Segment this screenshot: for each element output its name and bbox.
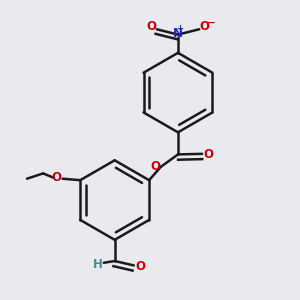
Text: O: O — [135, 260, 145, 273]
Text: O: O — [52, 171, 62, 184]
Text: −: − — [207, 18, 216, 28]
Text: O: O — [146, 20, 157, 33]
Text: +: + — [176, 24, 183, 33]
Text: O: O — [200, 20, 209, 33]
Text: O: O — [151, 160, 160, 173]
Text: O: O — [204, 148, 214, 161]
Text: N: N — [173, 27, 183, 40]
Text: H: H — [93, 258, 103, 271]
